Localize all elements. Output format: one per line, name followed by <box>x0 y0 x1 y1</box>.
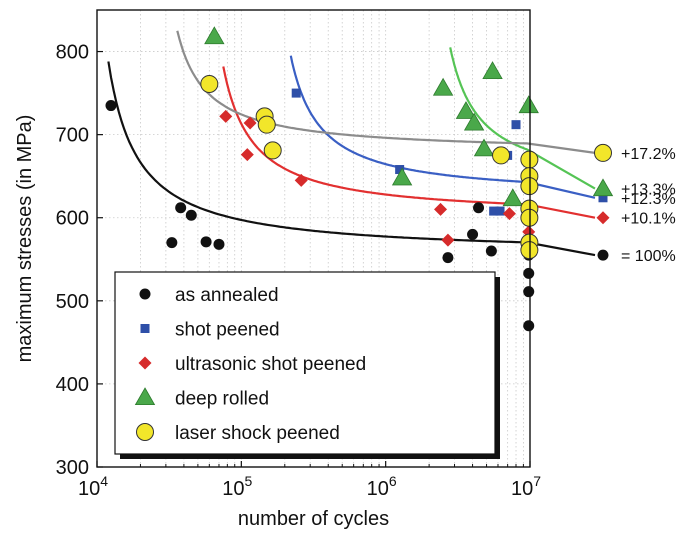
axis-ticks: 300 400 500 600 700 800 104 105 106 107 <box>56 42 542 500</box>
data-point <box>395 165 405 175</box>
legend-label: as annealed <box>175 285 279 306</box>
annotation-marker <box>592 178 614 197</box>
data-point <box>185 209 197 221</box>
data-point <box>482 61 503 80</box>
data-point <box>502 207 516 221</box>
legend-label: deep rolled <box>175 389 269 410</box>
annotations: = 100% +12.3% +10.1% +13.3% +17.2% <box>592 143 676 265</box>
data-point <box>455 101 477 119</box>
x-axis-label: number of cycles <box>238 508 389 530</box>
data-point <box>105 100 117 112</box>
data-point <box>523 267 535 279</box>
data-point <box>442 252 454 264</box>
data-point <box>518 95 539 114</box>
data-point <box>489 206 499 216</box>
data-point <box>523 286 535 298</box>
data-point <box>473 202 485 214</box>
annotation-label: = 100% <box>621 248 676 265</box>
data-point <box>432 77 454 96</box>
data-point <box>434 202 448 216</box>
x-tick-label: 105 <box>222 473 252 500</box>
y-tick-label: 800 <box>56 42 89 64</box>
legend-marker <box>140 324 150 333</box>
data-point <box>294 173 308 187</box>
plot-frame <box>96 9 531 468</box>
x-tick-label: 107 <box>511 473 541 500</box>
data-point <box>200 236 212 248</box>
legend: as annealed shot peened ultrasonic shot pe… <box>114 271 500 459</box>
fit-curve <box>176 30 596 154</box>
legend-marker <box>134 387 156 406</box>
fit-curve <box>107 61 596 257</box>
data-point <box>204 26 225 45</box>
data-point <box>291 88 301 98</box>
data-point <box>511 120 521 130</box>
y-tick-label: 500 <box>56 291 89 313</box>
y-tick-label: 600 <box>56 208 89 230</box>
y-tick-label: 300 <box>56 457 89 479</box>
data-point <box>502 188 523 207</box>
data-point <box>391 167 413 186</box>
data-point <box>200 74 219 93</box>
legend-marker <box>138 356 152 370</box>
data-point <box>523 320 535 332</box>
legend-label: shot peened <box>175 320 280 341</box>
data-point <box>485 245 497 257</box>
data-point <box>492 146 511 165</box>
data-point <box>467 228 479 240</box>
annotation-label: +17.2% <box>621 146 676 163</box>
data-point <box>473 138 495 157</box>
annotation-marker <box>594 143 612 162</box>
y-tick-label: 700 <box>56 125 89 147</box>
x-tick-label: 106 <box>367 473 397 500</box>
data-point <box>257 115 276 134</box>
fit-curve <box>289 55 596 199</box>
annotation-label: +12.3% <box>621 191 676 208</box>
data-point <box>219 109 233 123</box>
legend-label: ultrasonic shot peened <box>175 354 366 375</box>
fit-curve <box>449 47 596 190</box>
x-tick-label: 104 <box>78 473 108 500</box>
data-point <box>495 206 505 216</box>
y-tick-label: 400 <box>56 374 89 396</box>
annotation-marker <box>596 211 610 225</box>
annotation-marker <box>598 193 608 203</box>
data-point <box>166 237 178 249</box>
data-point <box>463 112 485 131</box>
fit-curve <box>222 66 596 219</box>
annotation-label: +10.1% <box>621 211 676 228</box>
legend-marker <box>136 423 154 441</box>
legend-marker <box>139 288 151 300</box>
data-point <box>441 233 455 247</box>
legend-label: laser shock peened <box>175 423 340 444</box>
annotation-marker <box>597 249 609 261</box>
data-point <box>243 116 257 130</box>
legend-box <box>114 271 496 455</box>
data-point <box>263 141 282 160</box>
data-point <box>175 202 187 214</box>
data-point <box>213 238 225 250</box>
fit-curves <box>107 30 596 257</box>
y-axis-label: maximum stresses (in MPa) <box>14 115 36 363</box>
annotation-label: +13.3% <box>621 182 676 199</box>
data-point <box>240 148 254 162</box>
